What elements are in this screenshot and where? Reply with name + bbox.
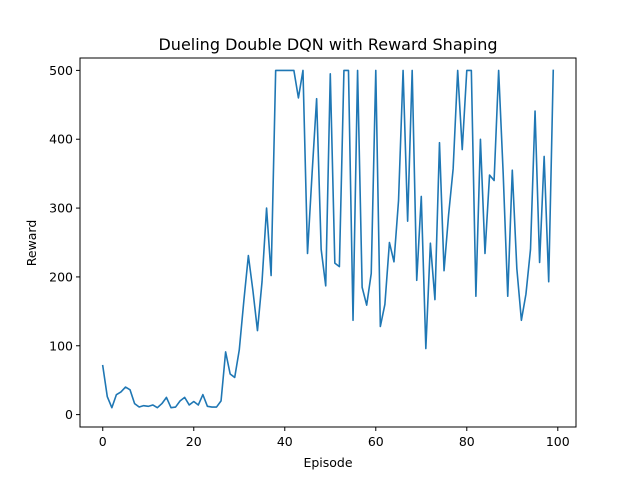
x-axis: 0 20 40 60 80 100 [99, 427, 570, 449]
axes-frame [79, 57, 577, 428]
y-tick-label: 0 [65, 407, 73, 422]
y-tick-label: 500 [49, 63, 73, 78]
x-tick-label: 0 [99, 434, 107, 449]
series-line-0 [101, 69, 555, 409]
x-tick-label: 100 [546, 434, 570, 449]
x-tick-label: 80 [459, 434, 475, 449]
x-tick-label: 20 [186, 434, 202, 449]
y-tick-label: 300 [49, 201, 73, 216]
x-tick-label: 40 [277, 434, 293, 449]
y-tick-label: 400 [49, 132, 73, 147]
y-tick-label: 200 [49, 269, 73, 284]
chart-title: Dueling Double DQN with Reward Shaping [158, 35, 497, 54]
plot-area [101, 69, 555, 409]
x-axis-label: Episode [303, 455, 352, 470]
y-axis: 0 100 200 300 400 500 [49, 63, 80, 422]
x-tick-label: 60 [368, 434, 384, 449]
y-axis-label: Reward [24, 220, 39, 267]
y-tick-label: 100 [49, 338, 73, 353]
